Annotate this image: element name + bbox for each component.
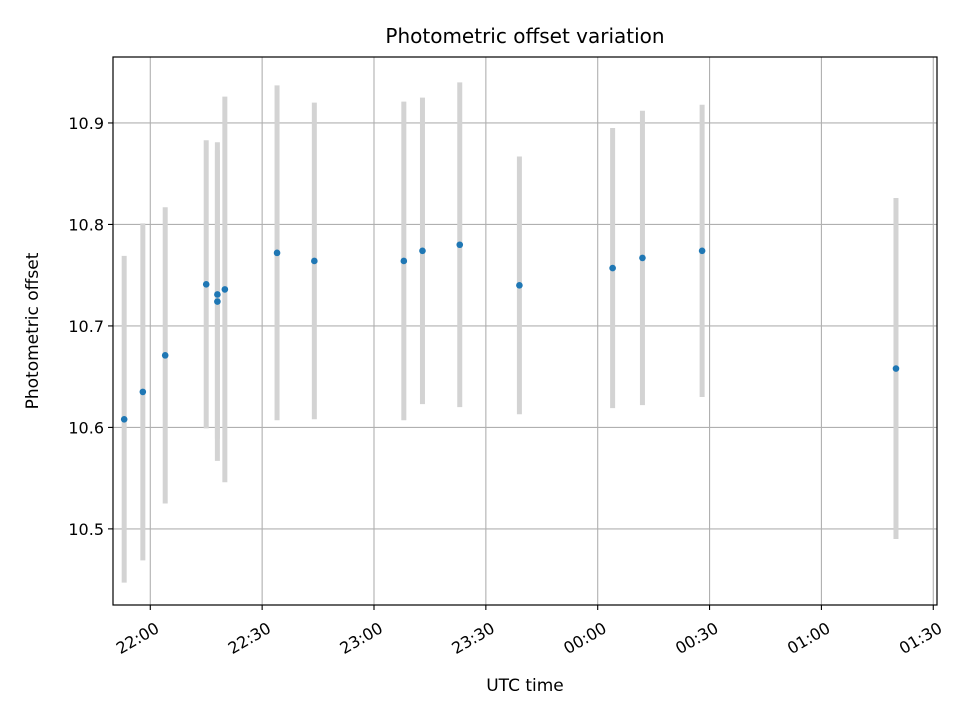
y-tick-label: 10.9 <box>68 114 104 133</box>
data-point <box>639 254 646 262</box>
data-point <box>419 247 426 255</box>
data-point <box>698 247 706 255</box>
data-point <box>456 241 464 249</box>
data-point <box>400 257 408 265</box>
chart-title: Photometric offset variation <box>385 24 664 48</box>
y-tick-label: 10.7 <box>68 317 104 336</box>
plot-frame <box>112 56 938 606</box>
data-point <box>273 249 281 257</box>
data-point <box>892 365 900 372</box>
data-point <box>202 281 210 288</box>
data-points <box>120 241 900 423</box>
data-point <box>139 388 147 396</box>
data-point <box>120 415 128 423</box>
y-tick-label: 10.5 <box>68 520 104 539</box>
data-point <box>214 298 221 305</box>
data-point <box>221 286 229 293</box>
y-tick-label: 10.8 <box>68 215 104 234</box>
data-point <box>609 264 616 272</box>
y-axis: 10.5 10.6 10.7 10.8 10.9 <box>68 114 113 539</box>
y-axis-label: Photometric offset <box>23 252 43 409</box>
data-point <box>214 291 221 298</box>
x-axis-label: UTC time <box>486 676 564 696</box>
grid <box>113 57 937 605</box>
y-tick-label: 10.6 <box>68 418 104 437</box>
data-point <box>516 282 523 289</box>
data-point <box>161 352 169 359</box>
data-point <box>311 257 318 265</box>
